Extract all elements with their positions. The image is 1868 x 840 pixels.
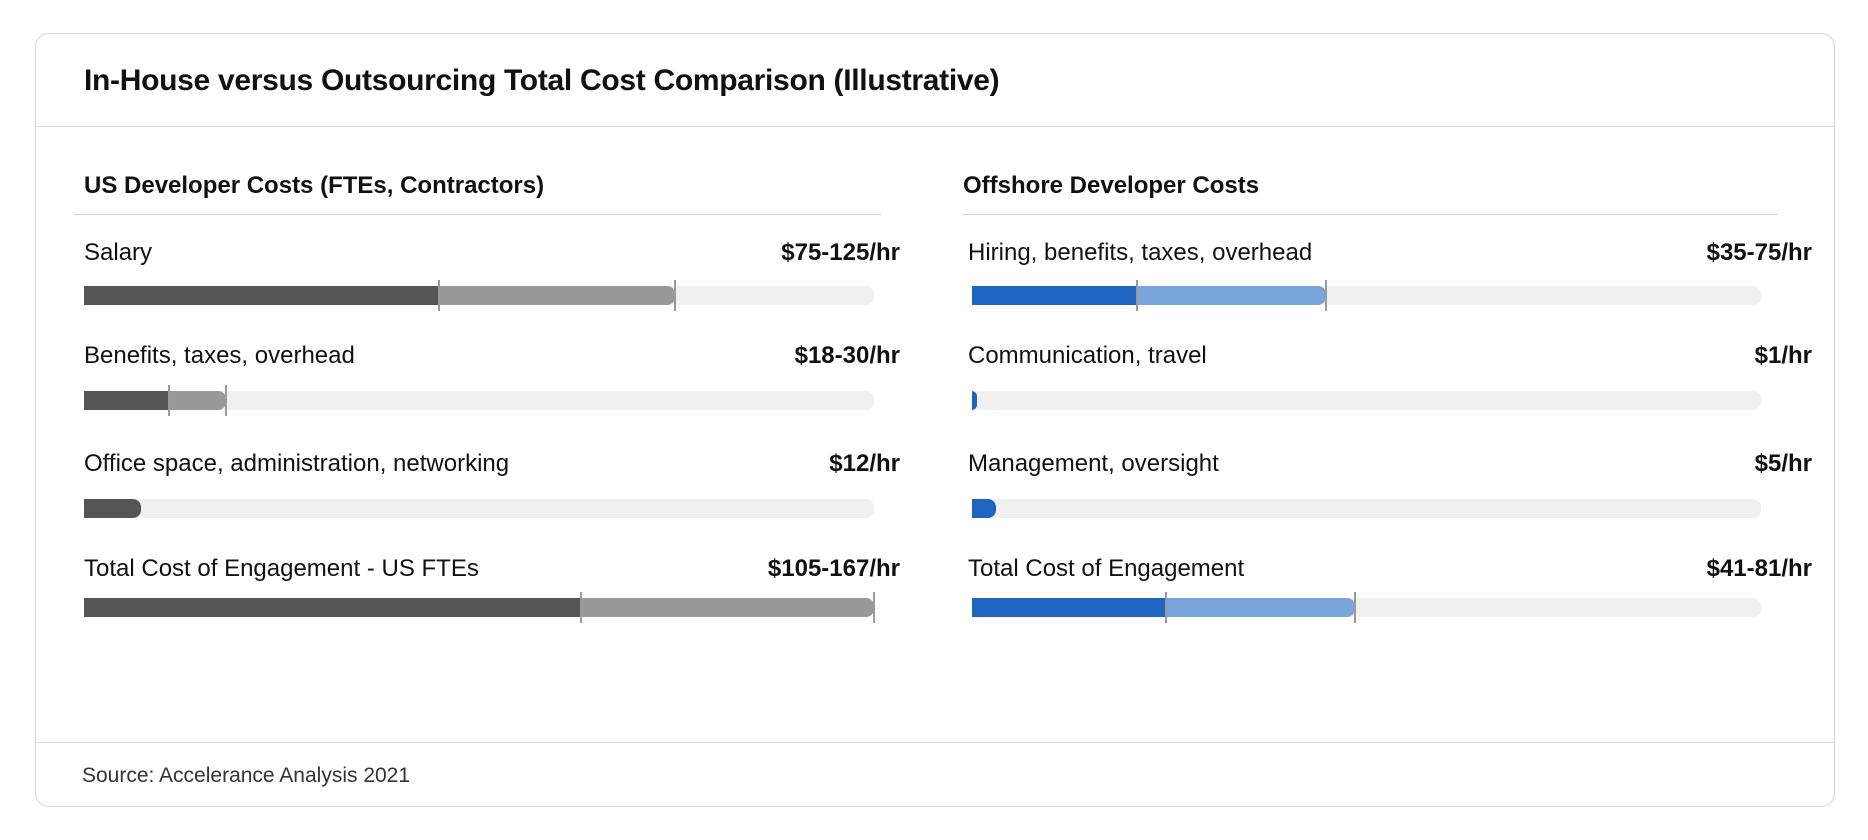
offshore-bar-low	[972, 391, 977, 410]
us-bar-low	[84, 598, 581, 617]
us-column-title: US Developer Costs (FTEs, Contractors)	[84, 172, 545, 199]
chart-title: In-House versus Outsourcing Total Cost C…	[84, 64, 1000, 97]
us-row-label: Benefits, taxes, overhead	[84, 342, 355, 369]
us-bar-track	[84, 592, 875, 623]
us-bar-low-tick	[437, 280, 440, 311]
us-bar-low	[84, 286, 439, 305]
us-column-rule	[74, 214, 881, 215]
us-row-value: $18-30/hr	[794, 342, 900, 369]
offshore-row-label: Total Cost of Engagement	[968, 555, 1245, 582]
us-row-label: Office space, administration, networking	[84, 450, 510, 477]
us-bar-track	[84, 280, 874, 311]
offshore-row-value: $41-81/hr	[1706, 555, 1812, 582]
offshore-row-value: $35-75/hr	[1706, 239, 1812, 266]
us-bar-low	[84, 499, 141, 518]
us-row-value: $12/hr	[829, 450, 900, 477]
source-note: Source: Accelerance Analysis 2021	[82, 764, 411, 787]
offshore-row-label: Hiring, benefits, taxes, overhead	[968, 239, 1313, 266]
offshore-bar-track	[972, 391, 1761, 410]
us-bar-low-tick	[168, 385, 171, 416]
offshore-bar-high-tick	[1353, 592, 1356, 623]
us-bar-low-tick	[579, 592, 582, 623]
offshore-bar-track	[972, 592, 1761, 623]
us-bar-range	[580, 598, 874, 617]
chart-card: In-House versus Outsourcing Total Cost C…	[35, 33, 1835, 807]
us-row-value: $75-125/hr	[781, 239, 900, 266]
footer-divider	[36, 742, 1834, 743]
us-bar-range	[169, 391, 226, 410]
offshore-row-value: $5/hr	[1754, 450, 1812, 477]
us-row-label: Total Cost of Engagement - US FTEs	[84, 555, 479, 582]
offshore-bar-range	[1137, 286, 1327, 305]
offshore-row-label: Communication, travel	[968, 342, 1207, 369]
us-row-value: $105-167/hr	[767, 555, 900, 582]
us-bar-track	[84, 385, 874, 416]
us-bar-track	[84, 499, 874, 518]
us-bar-range	[438, 286, 676, 305]
offshore-bar-high-tick	[1325, 280, 1328, 311]
offshore-bar-track	[972, 280, 1761, 311]
us-bar-high-tick	[873, 592, 875, 623]
offshore-bar-low	[972, 598, 1166, 617]
us-bar-high-tick	[224, 385, 227, 416]
us-bar-low	[84, 391, 170, 410]
offshore-bar-low-tick	[1136, 280, 1139, 311]
us-bar-high-tick	[674, 280, 677, 311]
title-divider	[36, 126, 1834, 127]
offshore-bar-low	[972, 499, 996, 518]
offshore-bar-low	[972, 286, 1138, 305]
offshore-bar-range	[1165, 598, 1355, 617]
offshore-column-title: Offshore Developer Costs	[963, 172, 1260, 199]
offshore-bar-track	[972, 499, 1761, 518]
offshore-row-label: Management, oversight	[968, 450, 1219, 477]
offshore-column-rule	[963, 214, 1778, 215]
us-row-label: Salary	[84, 239, 153, 266]
offshore-row-value: $1/hr	[1754, 342, 1812, 369]
offshore-bar-low-tick	[1164, 592, 1167, 623]
